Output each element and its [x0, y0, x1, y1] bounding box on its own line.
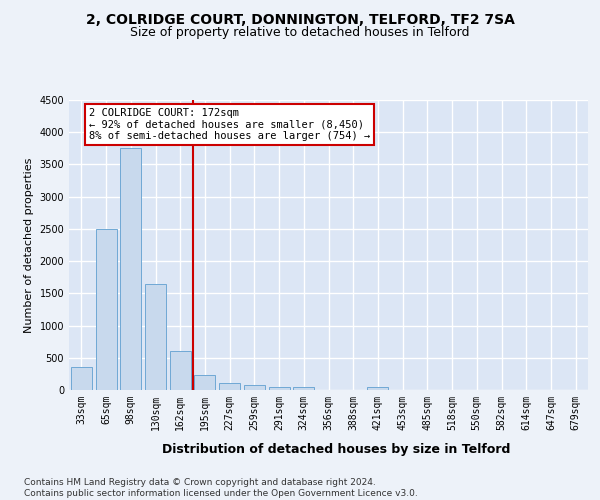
Bar [194, 375, 215, 390]
Bar [269, 387, 290, 390]
Bar [244, 386, 265, 390]
Text: 2 COLRIDGE COURT: 172sqm
← 92% of detached houses are smaller (8,450)
8% of semi: 2 COLRIDGE COURT: 172sqm ← 92% of detach… [89, 108, 370, 141]
Bar [71, 368, 92, 390]
Bar [145, 284, 166, 390]
Bar [219, 383, 240, 390]
Text: 2, COLRIDGE COURT, DONNINGTON, TELFORD, TF2 7SA: 2, COLRIDGE COURT, DONNINGTON, TELFORD, … [86, 12, 514, 26]
Bar [120, 148, 141, 390]
Text: Contains HM Land Registry data © Crown copyright and database right 2024.
Contai: Contains HM Land Registry data © Crown c… [24, 478, 418, 498]
Text: Distribution of detached houses by size in Telford: Distribution of detached houses by size … [162, 442, 510, 456]
Text: Size of property relative to detached houses in Telford: Size of property relative to detached ho… [130, 26, 470, 39]
Bar [367, 387, 388, 390]
Bar [293, 388, 314, 390]
Bar [95, 229, 116, 390]
Bar [170, 352, 191, 390]
Y-axis label: Number of detached properties: Number of detached properties [24, 158, 34, 332]
